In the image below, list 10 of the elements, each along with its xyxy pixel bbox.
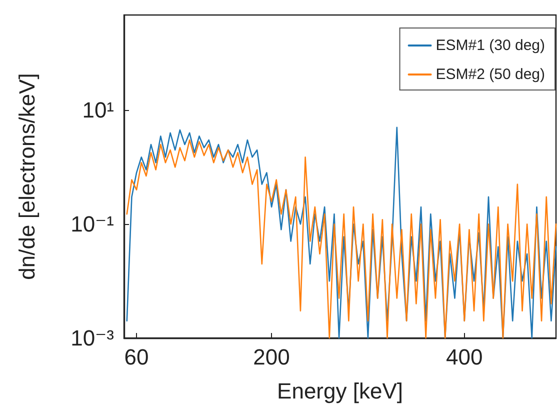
x-tick-label: 400 xyxy=(446,344,483,370)
legend-label: ESM#1 (30 deg) xyxy=(436,37,546,54)
y-axis-title: dn/de [electrons/keV] xyxy=(14,73,40,280)
y-tick-label: 10⁻¹ xyxy=(70,212,114,237)
legend-label: ESM#2 (50 deg) xyxy=(436,66,546,83)
y-tick-label: 10¹ xyxy=(82,98,114,123)
y-tick-label: 10⁻³ xyxy=(70,326,114,350)
x-tick-label: 60 xyxy=(124,344,149,370)
x-axis-title: Energy [keV] xyxy=(277,378,403,404)
x-tick-label: 200 xyxy=(253,344,290,370)
